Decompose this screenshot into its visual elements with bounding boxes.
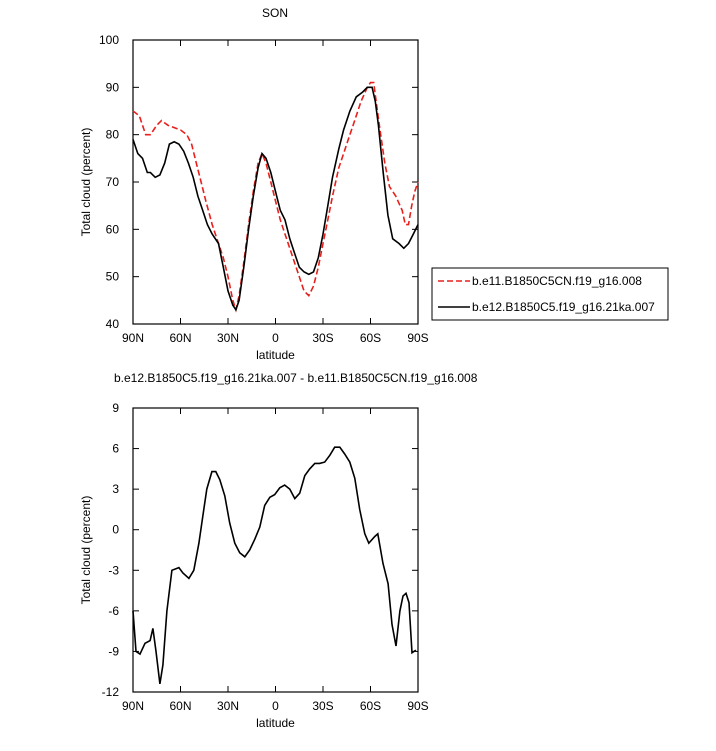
legend-label: b.e11.B1850C5CN.f19_g16.008 (472, 274, 642, 288)
y-tick-label: 40 (106, 317, 120, 331)
data-line (132, 446, 417, 685)
y-tick-label: 80 (106, 128, 120, 142)
y-tick-label: -12 (102, 685, 120, 699)
x-tick-label: 60N (169, 331, 191, 345)
y-tick-label: 9 (112, 401, 119, 415)
x-tick-label: 60N (169, 699, 191, 713)
data-line (132, 81, 419, 313)
x-axis-label: latitude (256, 716, 295, 730)
x-tick-label: 0 (272, 699, 279, 713)
y-axis-label: Total cloud (percent) (79, 496, 93, 605)
legend-box (431, 267, 669, 321)
y-tick-label: 0 (112, 523, 119, 537)
data-line (132, 86, 419, 312)
y-tick-label: 100 (99, 33, 119, 47)
plot-frame (132, 407, 419, 693)
y-tick-label: 60 (106, 222, 120, 236)
chart-title: SON (262, 6, 288, 20)
y-tick-label: 50 (106, 270, 120, 284)
y-tick-label: 70 (106, 175, 120, 189)
x-axis-label: latitude (256, 348, 295, 362)
x-tick-label: 30N (217, 699, 239, 713)
y-tick-label: -3 (108, 563, 119, 577)
x-tick-label: 30S (312, 331, 333, 345)
legend-label: b.e12.B1850C5.f19_g16.21ka.007 (472, 300, 655, 314)
x-tick-label: 60S (360, 699, 381, 713)
x-tick-label: 60S (360, 331, 381, 345)
x-tick-label: 30S (312, 699, 333, 713)
y-tick-label: -6 (108, 604, 119, 618)
x-tick-label: 90S (407, 699, 428, 713)
plot-frame (132, 39, 419, 325)
y-tick-label: -9 (108, 644, 119, 658)
y-tick-label: 3 (112, 482, 119, 496)
y-axis-label: Total cloud (percent) (79, 128, 93, 237)
x-tick-label: 0 (272, 331, 279, 345)
y-tick-label: 6 (112, 442, 119, 456)
x-tick-label: 90N (122, 331, 144, 345)
chart-title: b.e12.B1850C5.f19_g16.21ka.007 - b.e11.B… (114, 371, 478, 385)
x-tick-label: 90S (407, 331, 428, 345)
x-tick-label: 30N (217, 331, 239, 345)
x-tick-label: 90N (122, 699, 144, 713)
y-tick-label: 90 (106, 80, 120, 94)
